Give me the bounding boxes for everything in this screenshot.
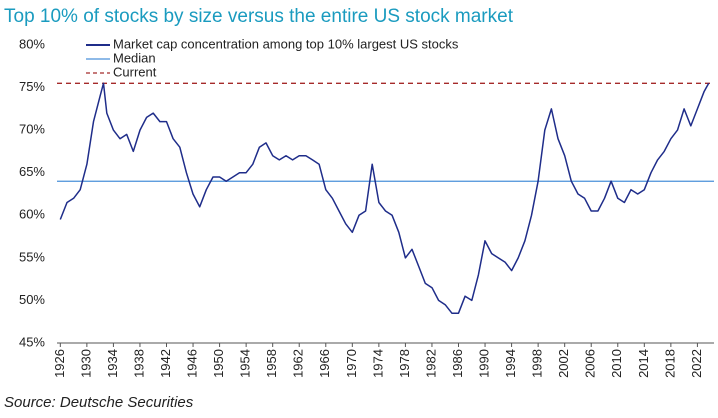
x-tick-label: 2010 (609, 349, 624, 378)
x-tick-label: 1998 (530, 349, 545, 378)
x-tick-label: 1926 (52, 349, 67, 378)
x-tick-label: 2002 (556, 349, 571, 378)
x-tick-label: 1966 (317, 349, 332, 378)
x-tick-label: 2022 (689, 349, 704, 378)
y-tick-label: 65% (19, 164, 45, 179)
y-tick-label: 75% (19, 79, 45, 94)
y-tick-label: 45% (19, 334, 45, 349)
x-tick-label: 1986 (450, 349, 465, 378)
x-tick-label: 1950 (211, 349, 226, 378)
x-tick-label: 1942 (158, 349, 173, 378)
x-tick-label: 1962 (291, 349, 306, 378)
x-tick-label: 1934 (105, 349, 120, 378)
x-tick-label: 1930 (78, 349, 93, 378)
x-tick-label: 1982 (423, 349, 438, 378)
x-tick-label: 1946 (184, 349, 199, 378)
legend-label: Median (113, 50, 156, 65)
y-tick-label: 60% (19, 207, 45, 222)
x-tick-label: 2014 (636, 349, 651, 378)
data-line (59, 82, 710, 314)
x-tick-label: 1954 (238, 349, 253, 378)
y-tick-label: 50% (19, 292, 45, 307)
y-tick-label: 80% (19, 36, 45, 51)
x-tick-label: 1958 (264, 349, 279, 378)
x-tick-label: 1978 (397, 349, 412, 378)
x-tick-label: 1938 (131, 349, 146, 378)
y-tick-label: 55% (19, 249, 45, 264)
legend-label: Current (113, 64, 157, 79)
x-tick-label: 1994 (503, 349, 518, 378)
chart-title: Top 10% of stocks by size versus the ent… (4, 6, 514, 27)
x-tick-label: 1970 (344, 349, 359, 378)
x-tick-label: 1990 (476, 349, 491, 378)
x-tick-label: 2018 (662, 349, 677, 378)
x-tick-label: 1974 (370, 349, 385, 378)
y-tick-label: 70% (19, 122, 45, 137)
legend-label: Market cap concentration among top 10% l… (113, 36, 459, 51)
source: Source: Deutsche Securities (4, 394, 194, 411)
x-tick-label: 2006 (583, 349, 598, 378)
